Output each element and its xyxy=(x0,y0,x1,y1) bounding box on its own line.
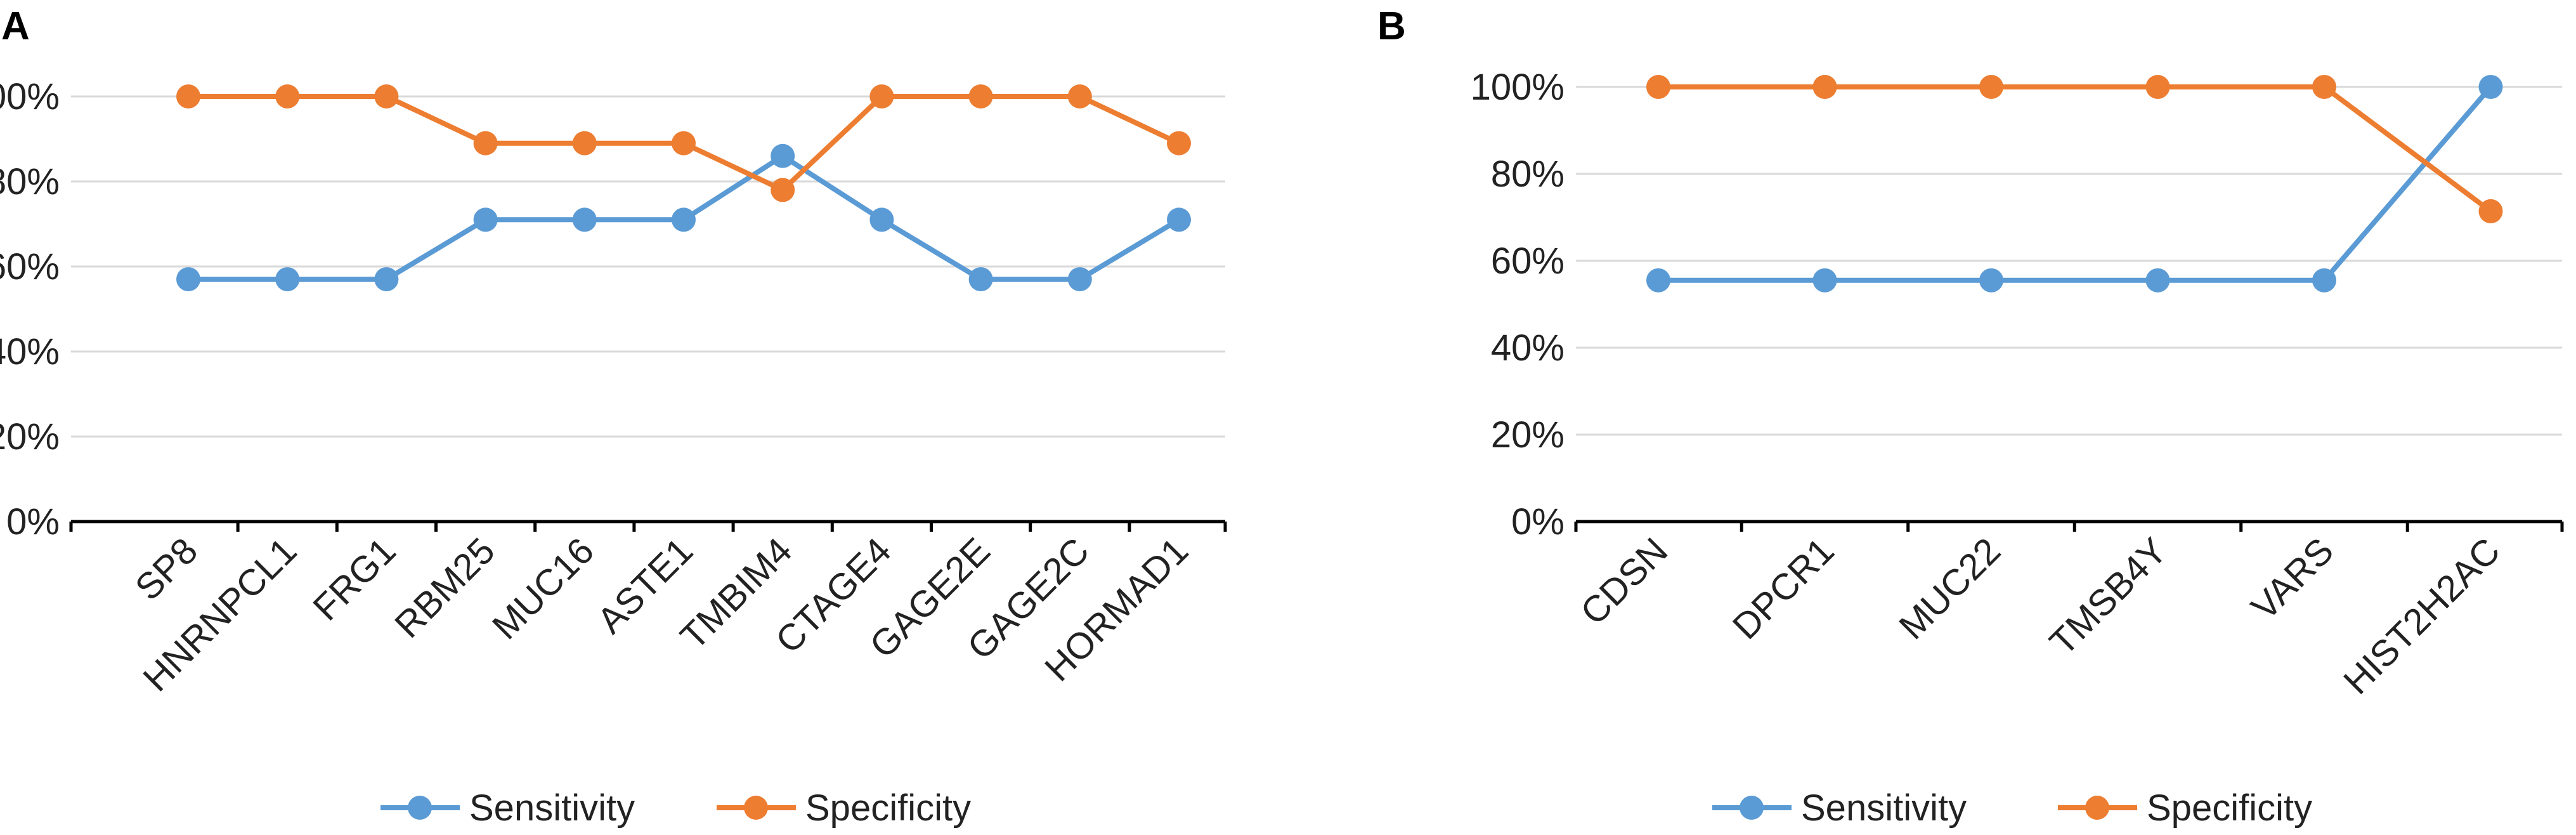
x-tick-label-b: HIST2H2AC xyxy=(2336,530,2508,702)
y-tick-label-b: 20% xyxy=(1491,414,1564,456)
y-tick-label-b: 60% xyxy=(1491,240,1564,282)
x-tick-label-a: SP8 xyxy=(127,530,205,608)
data-point-specificity-a xyxy=(672,131,696,155)
x-tick-label-a: FRG1 xyxy=(305,530,403,628)
x-tick-label-a: RBM25 xyxy=(387,530,503,646)
data-point-specificity-a xyxy=(968,84,993,108)
x-tick-label-b: VARS xyxy=(2244,530,2342,628)
data-point-sensitivity-b xyxy=(2145,268,2170,293)
data-point-sensitivity-a xyxy=(968,267,993,292)
y-tick-label-a: 100% xyxy=(0,76,60,117)
legend-sensitivity-marker-b xyxy=(1740,796,1764,820)
legend-specificity-label-b: Specificity xyxy=(2147,787,2312,829)
data-point-sensitivity-b xyxy=(2312,268,2336,293)
data-point-sensitivity-a xyxy=(1067,267,1092,292)
x-tick-label-b: CDSN xyxy=(1573,530,1675,633)
legend-b: Sensitivity Specificity xyxy=(1712,787,2312,829)
data-point-sensitivity-a xyxy=(1167,207,1191,232)
y-tick-labels-b: 0% 20% 40% 60% 80% 100% xyxy=(1471,67,1564,542)
series-points-a xyxy=(176,84,1191,292)
y-tick-label-a: 0% xyxy=(6,501,60,542)
data-point-sensitivity-b xyxy=(2478,75,2503,99)
y-tick-label-a: 40% xyxy=(0,331,60,372)
y-tick-labels-a: 0% 20% 40% 60% 80% 100% xyxy=(0,76,60,542)
legend-specificity-label-a: Specificity xyxy=(805,787,971,829)
data-point-specificity-b xyxy=(1646,75,1670,99)
legend-sensitivity-marker-a xyxy=(408,796,432,820)
panel-label-a: A xyxy=(1,4,30,48)
x-tick-label-b: DPCR1 xyxy=(1725,530,1842,647)
data-point-specificity-b xyxy=(2145,75,2170,99)
data-point-specificity-b xyxy=(2478,199,2503,223)
y-tick-label-a: 60% xyxy=(0,246,60,287)
x-tick-label-a: MUC16 xyxy=(485,530,602,647)
data-point-specificity-a xyxy=(869,84,894,108)
data-point-sensitivity-a xyxy=(672,207,696,232)
data-point-sensitivity-b xyxy=(1646,268,1670,293)
data-point-sensitivity-b xyxy=(1979,268,2003,293)
y-tick-label-b: 80% xyxy=(1491,154,1564,195)
chart-panel-a: A 0% 20% 40% 60% 80% 100% SP8HNRNPCL1FRG1RBM2… xyxy=(0,4,1227,829)
data-point-specificity-b xyxy=(1812,75,1837,99)
x-tick-label-b: TMSB4Y xyxy=(2042,530,2175,663)
data-point-sensitivity-a xyxy=(572,207,597,232)
x-axis-b xyxy=(1574,520,2564,532)
y-tick-label-a: 20% xyxy=(0,416,60,457)
y-tick-label-a: 80% xyxy=(0,161,60,202)
gridlines-a xyxy=(71,95,1225,438)
legend-a: Sensitivity Specificity xyxy=(381,787,971,829)
series-lines-b xyxy=(1658,84,2493,283)
data-point-sensitivity-a xyxy=(176,267,200,292)
y-tick-label-b: 0% xyxy=(1511,501,1564,542)
x-axis-a xyxy=(69,520,1227,532)
data-point-specificity-a xyxy=(275,84,300,108)
legend-sensitivity-label-b: Sensitivity xyxy=(1801,787,1967,829)
chart-panel-b: B 0% 20% 40% 60% 80% 100% CDSN DPCR1 MUC22 TMSB4… xyxy=(1377,4,2564,829)
series-lines-a xyxy=(188,94,1181,282)
data-point-specificity-b xyxy=(2312,75,2336,99)
series-line-sensitivity-b xyxy=(1658,85,2493,283)
legend-sensitivity-label-a: Sensitivity xyxy=(469,787,635,829)
data-point-specificity-a xyxy=(771,178,795,202)
data-point-specificity-a xyxy=(473,131,498,155)
data-point-specificity-b xyxy=(1979,75,2003,99)
series-points-b xyxy=(1646,75,2503,293)
panel-label-b: B xyxy=(1377,4,1406,48)
data-point-specificity-a xyxy=(1167,131,1191,155)
data-point-sensitivity-b xyxy=(1812,268,1837,293)
y-tick-label-b: 40% xyxy=(1491,327,1564,369)
data-point-specificity-a xyxy=(374,84,399,108)
legend-specificity-marker-b xyxy=(2085,796,2109,820)
gridlines-b xyxy=(1576,86,2562,436)
x-tick-label-b: MUC22 xyxy=(1891,530,2008,647)
data-point-specificity-a xyxy=(176,84,200,108)
legend-specificity-marker-a xyxy=(744,796,768,820)
y-tick-label-b: 100% xyxy=(1471,67,1564,108)
data-point-sensitivity-a xyxy=(275,267,300,292)
data-point-sensitivity-a xyxy=(473,207,498,232)
data-point-sensitivity-a xyxy=(374,267,399,292)
data-point-sensitivity-a xyxy=(771,143,795,168)
data-point-sensitivity-a xyxy=(869,207,894,232)
series-line-specificity-b xyxy=(1658,84,2492,214)
data-point-specificity-a xyxy=(572,131,597,155)
data-point-specificity-a xyxy=(1067,84,1092,108)
